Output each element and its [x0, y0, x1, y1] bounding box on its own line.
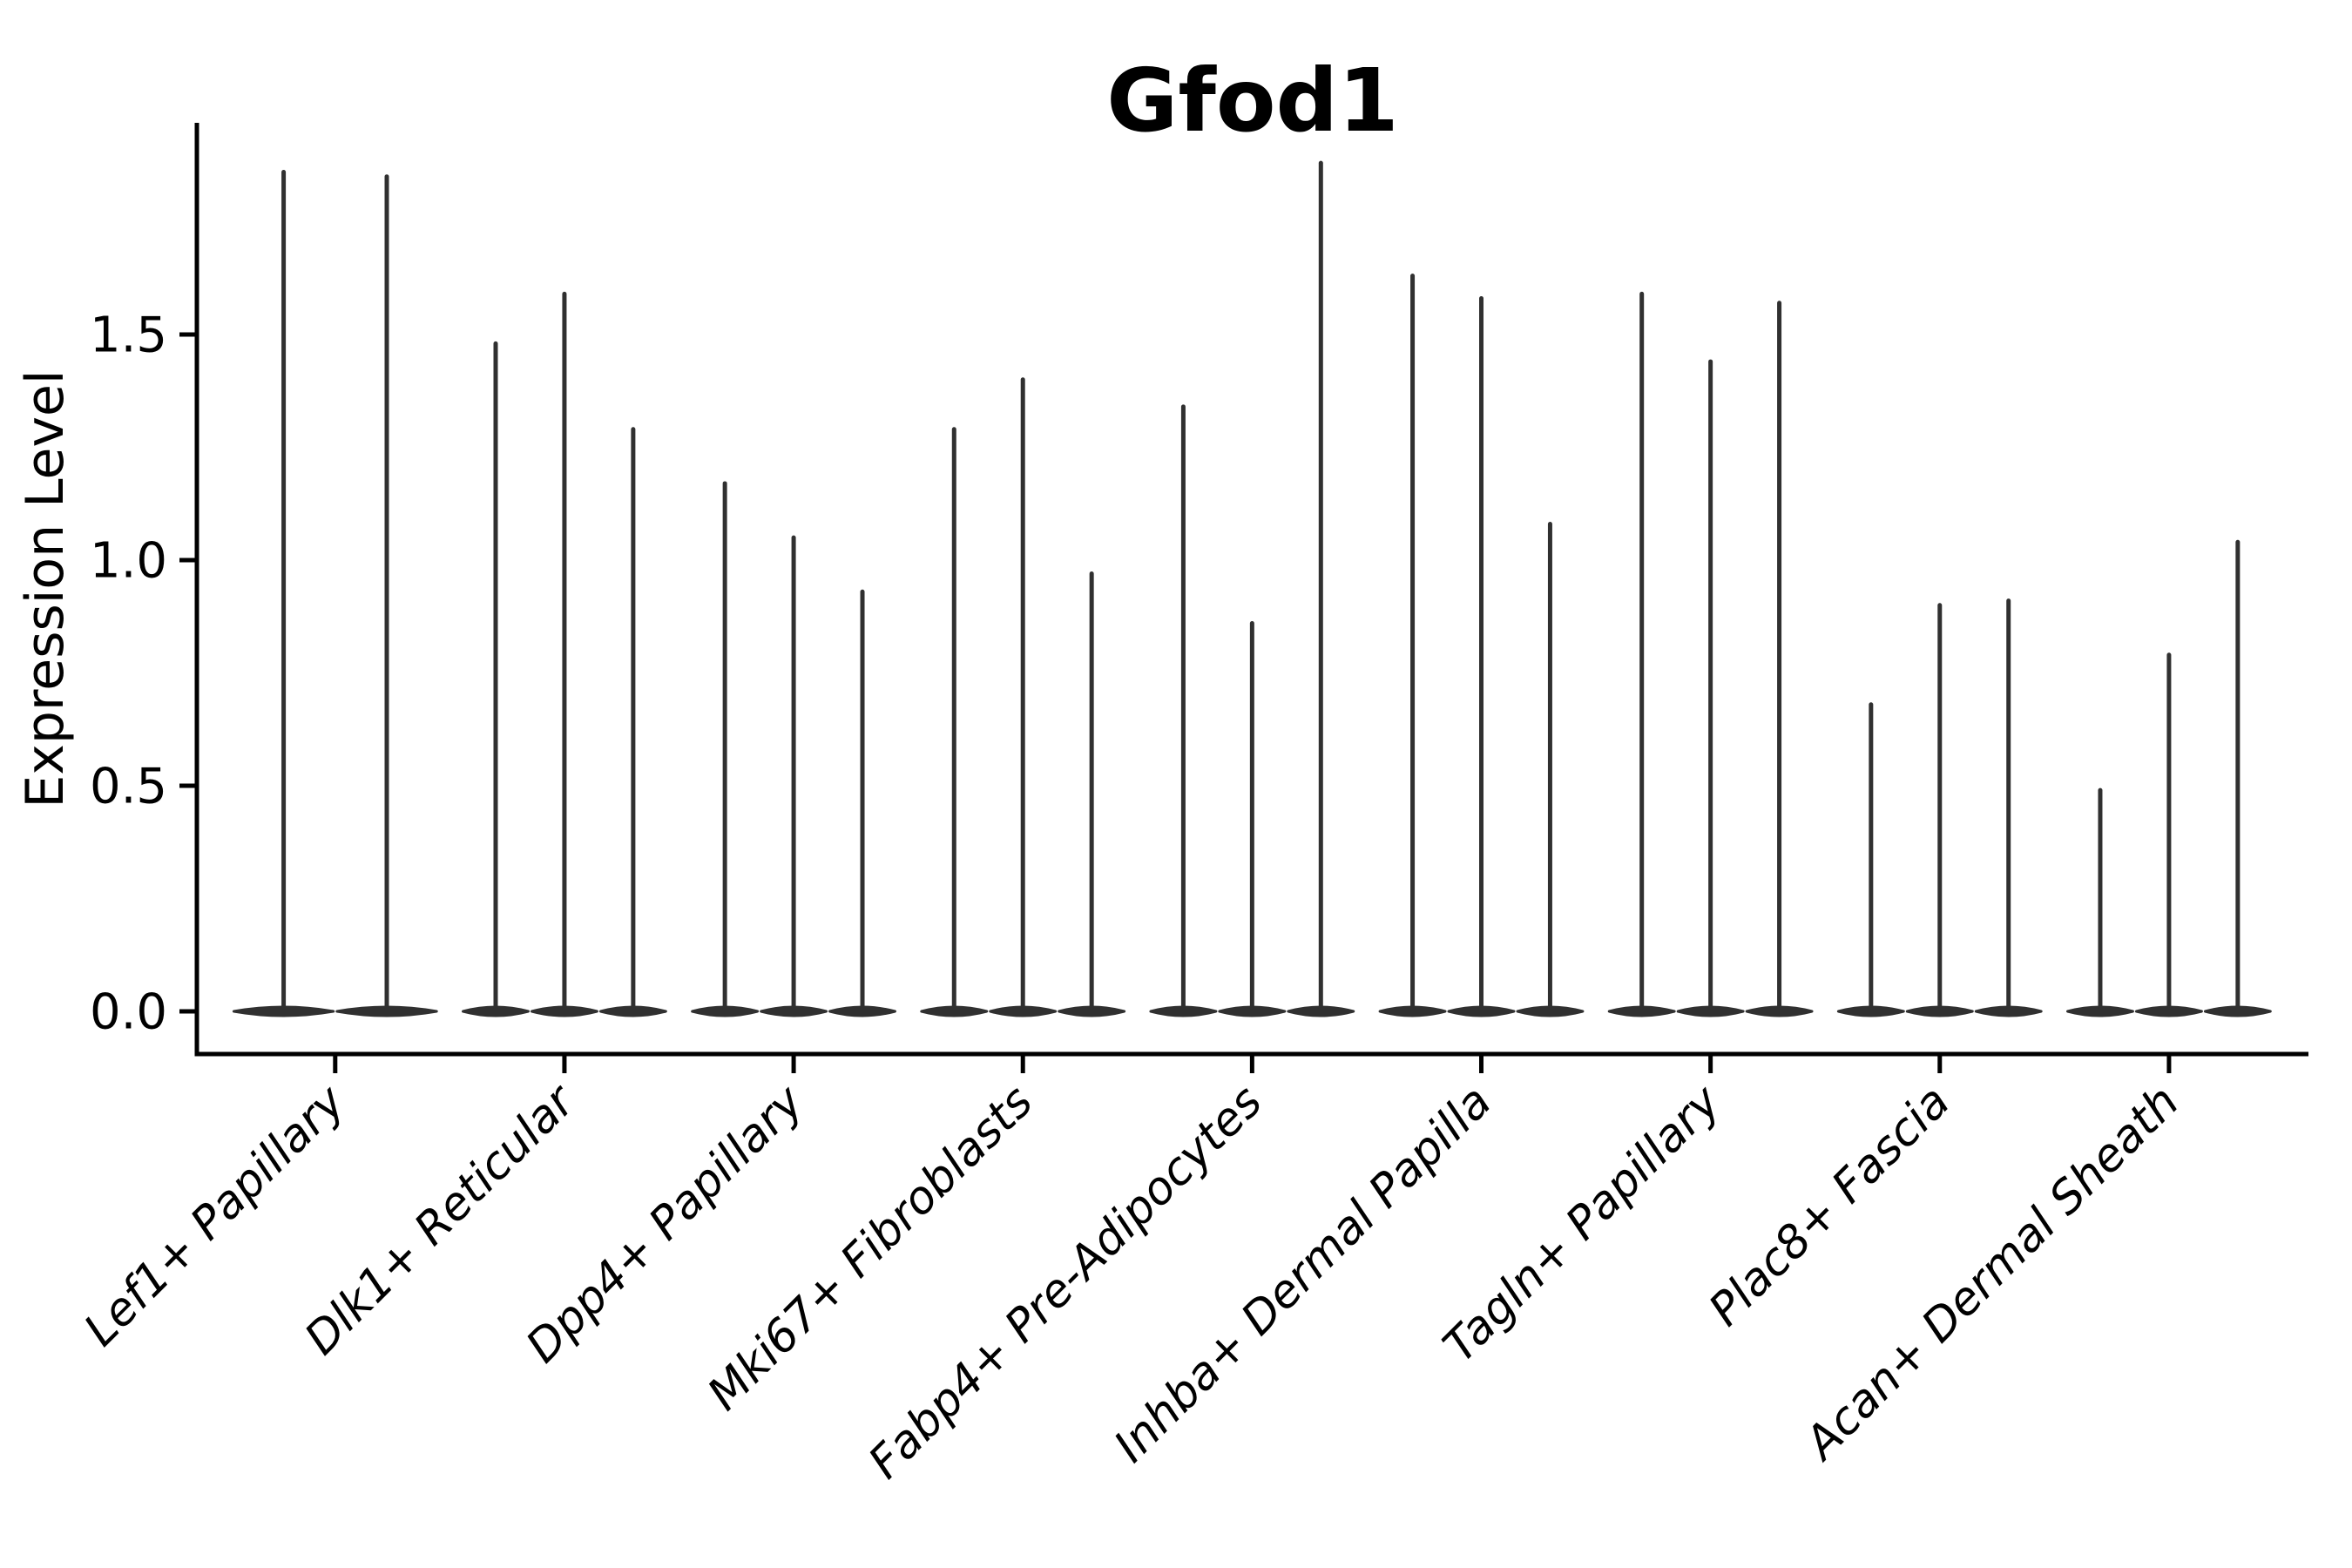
violin: [462, 341, 530, 1017]
violin: [1905, 603, 1974, 1017]
chart-title: Gfod1: [1106, 50, 1398, 152]
x-tick-label: Inhba+ Dermal Papilla: [1105, 1076, 1502, 1473]
violin: [1149, 404, 1218, 1017]
violin: [1676, 359, 1745, 1017]
violin: [828, 589, 896, 1017]
violin: [2134, 652, 2203, 1017]
violins-layer: [232, 160, 2272, 1017]
violin: [760, 535, 828, 1017]
violin: [1058, 571, 1126, 1017]
violin: [989, 377, 1058, 1017]
y-tick-label: 0.0: [90, 984, 167, 1041]
violin: [598, 427, 667, 1017]
y-tick-label: 1.5: [90, 308, 167, 364]
violin: [1974, 598, 2043, 1017]
violin: [530, 291, 598, 1017]
violin: [2066, 787, 2134, 1017]
violin: [1447, 296, 1516, 1017]
violin: [1745, 301, 1814, 1017]
y-axis-label: Expression Level: [15, 369, 76, 808]
y-tick-label: 0.5: [90, 759, 167, 815]
violin: [1378, 274, 1447, 1017]
violin: [1607, 291, 1676, 1017]
violin: [335, 174, 438, 1017]
x-tick-label: Plac8+ Fascia: [1700, 1076, 1960, 1336]
violin: [1218, 621, 1287, 1017]
x-tick-label: Fabp4+ Pre-Adipocytes: [859, 1076, 1273, 1490]
x-tick-label: Acan+ Dermal Sheath: [1794, 1076, 2189, 1471]
violin: [1287, 160, 1355, 1017]
violin: [232, 170, 335, 1017]
y-tick-label: 1.0: [90, 533, 167, 590]
violin: [1836, 702, 1905, 1017]
violin: [1516, 522, 1585, 1017]
violin: [2203, 539, 2272, 1017]
violin: [920, 427, 989, 1017]
violin: [691, 481, 760, 1017]
